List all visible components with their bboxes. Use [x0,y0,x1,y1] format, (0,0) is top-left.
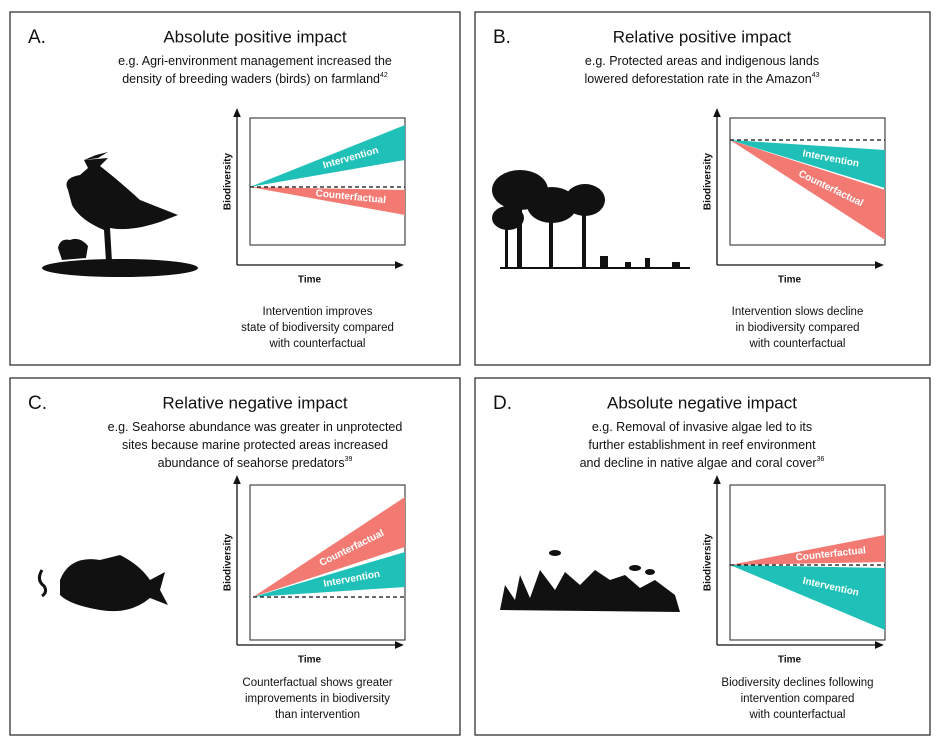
caption-line: Biodiversity declines following [721,677,873,689]
wedge [253,497,405,597]
caption-line: with counterfactual [749,338,846,350]
y-axis-label: Biodiversity [703,152,714,210]
panel-title: Absolute negative impact [607,393,797,412]
panel-frame [9,377,461,736]
panel-title: Absolute positive impact [163,27,347,46]
x-axis-label: Time [778,655,802,666]
panel: A. Absolute positive impact e.g. Agri-envi… [9,11,461,366]
example-line: density of breeding waders (birds) on fa… [122,72,388,86]
reference: 42 [380,72,388,79]
example-text: e.g. Seahorse abundance was greater in u… [108,420,403,434]
wedge [730,140,885,188]
panel-title: Relative positive impact [613,27,792,46]
example-text: further establishment in reef environmen… [588,438,816,452]
example-text: lowered deforestation rate in the Amazon [584,72,811,86]
panel-title: Relative negative impact [162,393,347,412]
reference: 39 [345,456,353,463]
caption-line: with counterfactual [269,338,366,350]
wedge [730,535,885,565]
caption-line: Intervention slows decline [732,306,864,318]
caption-line: intervention compared [741,693,855,705]
illustrations [37,152,690,612]
caption-line: improvements in biodiversity [245,693,390,705]
example-line: abundance of seahorse predators39 [158,456,353,470]
example-text: and decline in native algae and coral co… [580,456,817,470]
example-line: e.g. Agri-environment management increas… [118,54,392,68]
example-text: density of breeding waders (birds) on fa… [122,72,380,86]
y-axis-label: Biodiversity [223,152,234,210]
example-line: further establishment in reef environmen… [588,438,816,452]
example-text: e.g. Protected areas and indigenous land… [585,54,819,68]
panel-letter: C. [28,393,47,414]
caption-line: Intervention improves [263,306,373,318]
caption-line: in biodiversity compared [735,322,859,334]
x-axis-label: Time [298,655,322,666]
fish-silhouette [37,555,168,612]
y-axis-label: Biodiversity [703,533,714,591]
reference: 36 [817,456,825,463]
panel-frame [9,11,461,366]
wedge [730,140,885,240]
example-text: e.g. Removal of invasive algae led to it… [592,420,812,434]
reference: 43 [812,72,820,79]
caption-line: with counterfactual [749,709,846,721]
reef-silhouette [500,550,680,612]
example-line: e.g. Protected areas and indigenous land… [585,54,819,68]
example-text: sites because marine protected areas inc… [122,438,388,452]
example-text: e.g. Agri-environment management increas… [118,54,392,68]
example-text: abundance of seahorse predators [158,456,345,470]
example-line: and decline in native algae and coral co… [580,456,825,470]
wedge [730,565,885,630]
wedge [250,187,405,215]
caption-line: than intervention [275,709,360,721]
panel: C. Relative negative impact e.g. Seahorse … [9,377,461,736]
panel-frame [474,377,931,736]
panel-letter: D. [493,393,512,414]
panel-frame [474,11,931,366]
example-line: e.g. Removal of invasive algae led to it… [592,420,812,434]
caption-line: Counterfactual shows greater [242,677,392,689]
example-line: e.g. Seahorse abundance was greater in u… [108,420,403,434]
x-axis-label: Time [298,275,322,286]
x-axis-label: Time [778,275,802,286]
bird-silhouette [42,152,198,277]
wedge [250,125,405,187]
example-line: lowered deforestation rate in the Amazon… [584,72,819,86]
caption-line: state of biodiversity compared [241,322,394,334]
panel: D. Absolute negative impact e.g. Removal o… [474,377,931,736]
example-line: sites because marine protected areas inc… [122,438,388,452]
forest-silhouette [492,170,690,269]
y-axis-label: Biodiversity [223,533,234,591]
wedge [253,552,405,597]
panel: B. Relative positive impact e.g. Protected… [474,11,931,366]
panel-letter: A. [28,27,46,48]
panel-letter: B. [493,27,511,48]
